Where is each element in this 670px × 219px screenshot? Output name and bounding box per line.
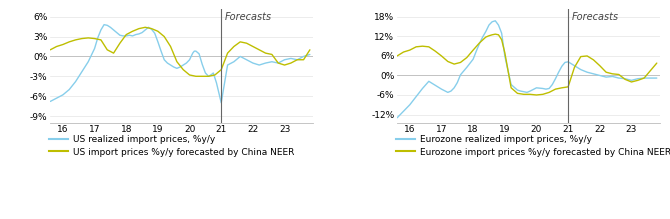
Legend: Eurozone realized import prices, %y/y, Eurozone import prices %y/y forecasted by: Eurozone realized import prices, %y/y, E… xyxy=(392,132,670,160)
Text: Forecasts: Forecasts xyxy=(572,12,618,22)
Text: Forecasts: Forecasts xyxy=(224,12,271,22)
Legend: US realized import prices, %y/y, US import prices %y/y forecasted by China NEER: US realized import prices, %y/y, US impo… xyxy=(45,132,298,160)
